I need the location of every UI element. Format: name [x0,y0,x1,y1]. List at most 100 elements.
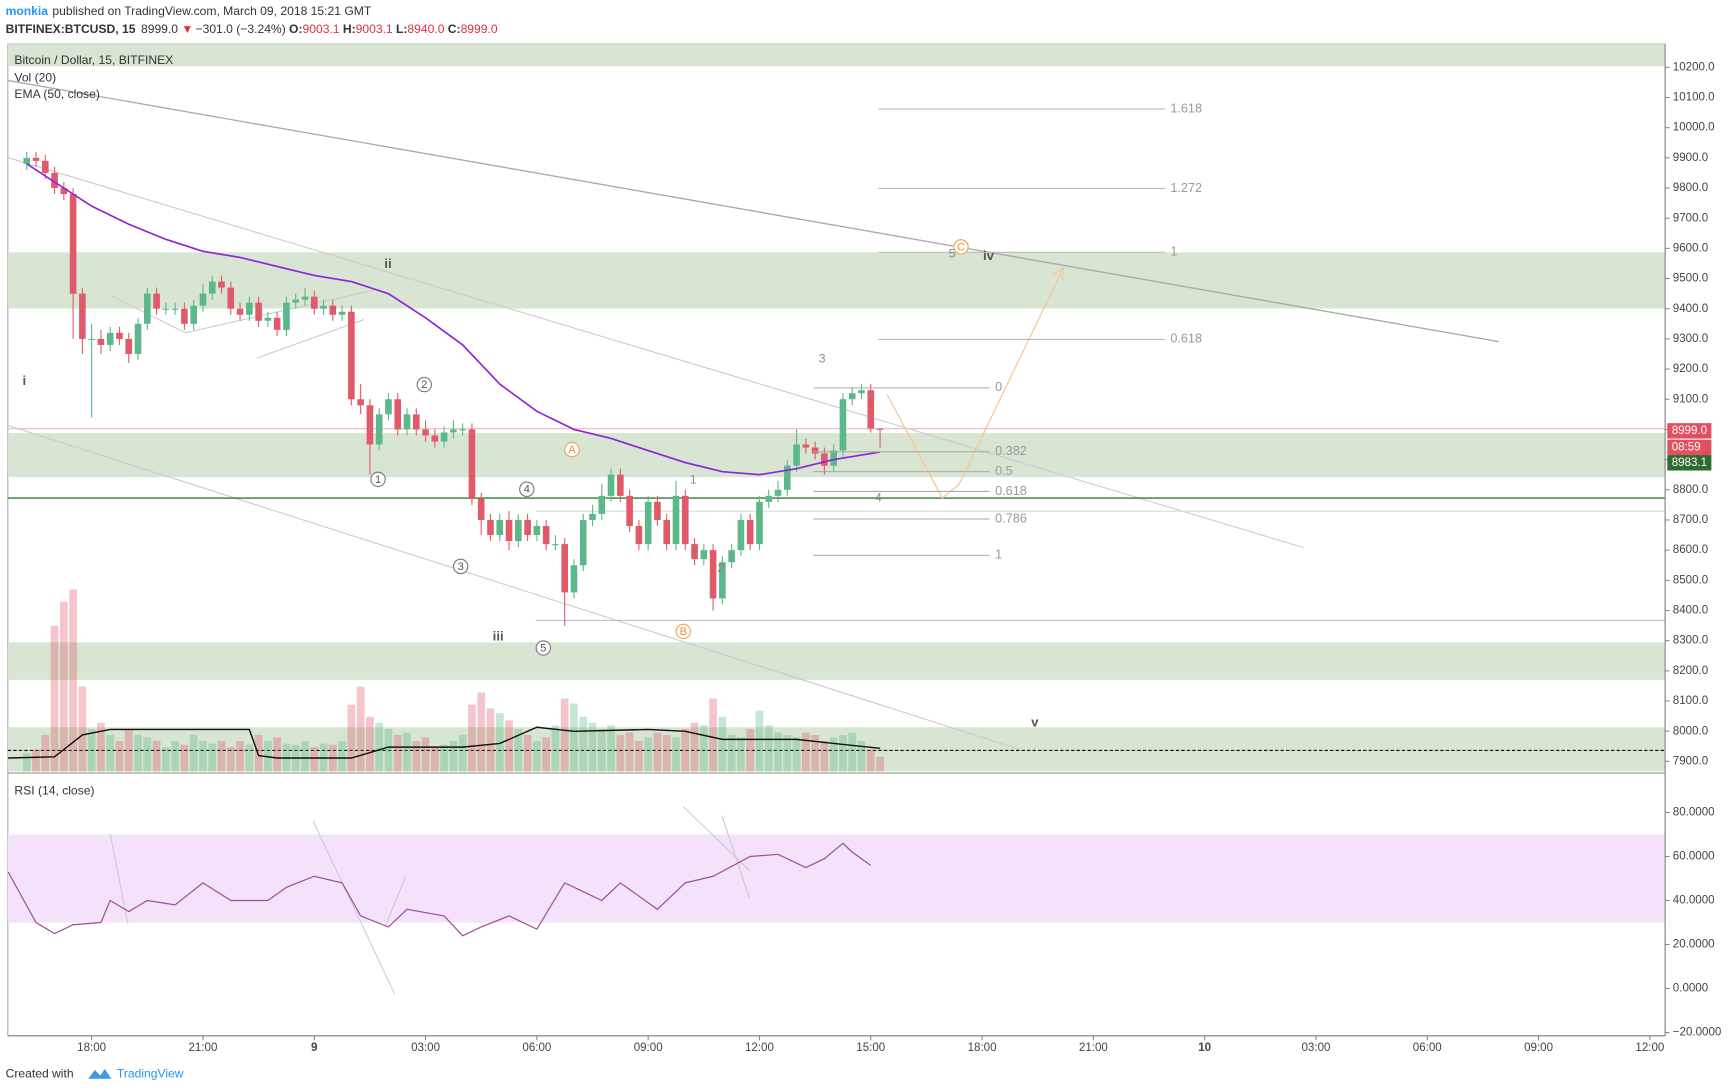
volume-bar [829,737,838,772]
volume-bar [653,732,662,772]
x-tick-label: 06:00 [522,1042,551,1054]
volume-bar [384,728,393,772]
footer-brand[interactable]: TradingView [117,1067,184,1081]
y-tick-label: 7900.0 [1673,755,1708,767]
y-tick-label: 10000.0 [1673,122,1715,134]
zone [7,727,1666,772]
candle-body [691,544,698,560]
minor-label: 4 [875,490,882,504]
candle-body [292,299,300,303]
volume-bar [50,625,59,772]
volume-bar [857,741,866,772]
wave-circle [535,640,552,656]
candle-body [60,188,68,195]
volume-bar [820,741,829,772]
volume-bar [681,728,690,772]
candle-body [199,293,207,306]
rsi-tick-label: 20.0000 [1673,939,1715,951]
volume-bar [301,741,309,772]
trend-line [7,157,1304,549]
rsi-line [7,842,872,937]
volume-bar [542,737,550,772]
wave-circle [370,471,386,488]
volume-bar [709,698,717,772]
candle-body [32,157,40,161]
rsi-tick-label: −20.0000 [1673,1027,1722,1039]
minor-label: 5 [949,247,956,261]
x-tick-label: 12:00 [1635,1042,1664,1054]
volume-bar [588,722,597,772]
volume-bar [338,741,346,772]
volume-bar [32,749,40,772]
x-tick-label: 21:00 [188,1042,217,1054]
legend-ema: EMA (50, close) [14,87,99,101]
candle-body [783,465,791,490]
abc-label: C [957,241,965,253]
volume-bar [87,728,96,772]
y-tick-label: 10100.0 [1673,92,1715,104]
volume-bar [505,720,513,772]
volume-bar [171,741,179,772]
candle-body [69,194,77,294]
h-value: 9003.1 [356,22,393,36]
candle-body [533,526,541,536]
candle-body [97,338,105,345]
candle-body [876,428,884,430]
x-tick-label: 12:00 [745,1042,774,1054]
candle-body [41,160,49,173]
candle-body [561,544,568,593]
candle-body [811,447,819,454]
candle-body [765,495,773,502]
fib-label: 1 [1170,245,1177,259]
x-tick-label: 09:00 [1524,1042,1553,1054]
volume-bar [273,737,282,772]
volume-bar [403,732,411,772]
wave-label: i [22,373,26,388]
arrow: ▼ [181,22,193,36]
zone [7,252,1666,309]
candle-body [394,399,402,430]
candle-body [106,332,114,345]
candle-body [644,501,652,545]
candle-body [570,565,578,593]
x-tick-label: 03:00 [1302,1042,1331,1054]
wave-label: ii [384,256,391,271]
h-label: H: [343,22,356,36]
volume-bar [226,747,235,772]
candle-body [858,390,865,394]
candle-body [672,495,680,545]
volume-bar [774,732,782,772]
rsi-band-bg [7,834,1666,923]
candle-body [746,519,754,545]
symbol: BITFINEX:BTCUSD, 15 [6,22,136,36]
candle-body [329,305,337,315]
y-tick-label: 8300.0 [1673,635,1708,647]
y-tick-label: 8800.0 [1673,484,1708,496]
candle-body [626,495,633,527]
volume-bar [208,743,217,772]
published: published on TradingView.com, March 09, … [52,4,371,18]
volume-bar [866,749,875,772]
volume-bar [468,704,476,772]
volume-bar [672,737,680,772]
footer[interactable]: Created with TradingView [6,1067,184,1081]
volume-bar [764,725,773,772]
candle-body [171,308,179,310]
c-label: C: [448,22,461,36]
volume-bar [236,741,244,772]
x-tick-label: 18:00 [968,1042,997,1054]
projection-arrow [1052,266,1065,282]
author[interactable]: monkia [6,4,49,18]
volume-bar [523,734,532,772]
candle-body [403,414,411,430]
fib-label: 0.786 [995,511,1027,525]
candle-body [654,501,661,520]
candle-body [793,444,800,466]
candle-body [681,495,689,545]
candle-body [598,495,606,514]
candle-body [663,519,671,545]
minor-label: 3 [819,351,826,365]
last-price: 8999.0 [141,22,178,36]
candle-body [79,293,86,339]
l-label: L: [396,22,407,36]
